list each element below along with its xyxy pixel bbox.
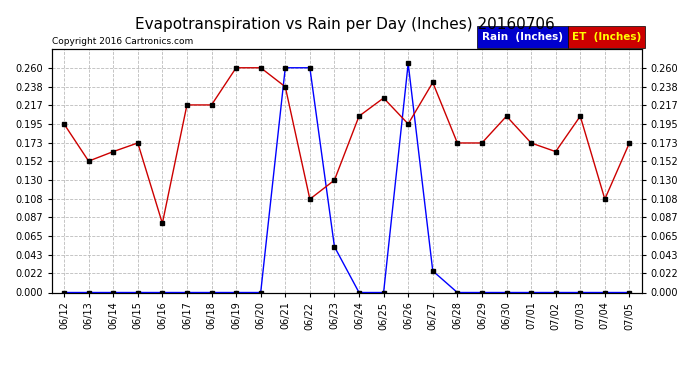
Text: Copyright 2016 Cartronics.com: Copyright 2016 Cartronics.com (52, 38, 193, 46)
Text: ET  (Inches): ET (Inches) (572, 32, 641, 42)
FancyBboxPatch shape (568, 26, 644, 48)
Text: Rain  (Inches): Rain (Inches) (482, 32, 563, 42)
Text: Evapotranspiration vs Rain per Day (Inches) 20160706: Evapotranspiration vs Rain per Day (Inch… (135, 17, 555, 32)
FancyBboxPatch shape (477, 26, 568, 48)
